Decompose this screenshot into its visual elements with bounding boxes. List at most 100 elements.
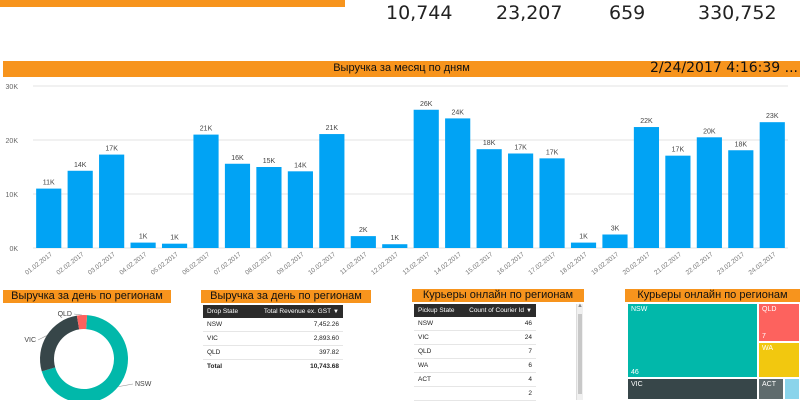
leader-line <box>118 383 134 387</box>
table-row[interactable]: VIC 2,893.60 <box>203 331 343 346</box>
couriers-treemap[interactable]: NSW 46 VIC QLD 7 WA ACT <box>627 303 800 400</box>
bar[interactable] <box>759 122 785 248</box>
bar-data-label: 21K <box>326 125 339 132</box>
x-tick-label: 14.02.2017 <box>433 251 463 277</box>
x-tick-label: 17.02.2017 <box>527 251 557 277</box>
donut-slice[interactable] <box>41 315 128 400</box>
bar[interactable] <box>665 155 691 248</box>
bar-data-label: 1K <box>139 234 148 241</box>
bar[interactable] <box>445 118 471 249</box>
x-tick-label: 19.02.2017 <box>590 251 620 277</box>
bar-data-label: 21K <box>200 126 213 133</box>
bar-data-label: 17K <box>514 145 527 152</box>
bar-data-label: 1K <box>390 235 399 242</box>
bar[interactable] <box>570 242 597 248</box>
table-row[interactable]: WA 6 <box>414 358 536 373</box>
bar[interactable] <box>319 134 345 248</box>
x-tick-label: 20.02.2017 <box>622 251 652 277</box>
leader-line <box>37 335 47 341</box>
treemap-cell-act[interactable]: ACT <box>758 378 784 400</box>
bar[interactable] <box>130 242 156 248</box>
x-tick-label: 16.02.2017 <box>496 251 526 277</box>
bar-data-label: 14K <box>74 162 87 169</box>
donut-slice-label: NSW <box>135 381 152 388</box>
couriers-table-scrollbar[interactable] <box>576 304 583 400</box>
table-cell-state: NSW <box>203 318 248 332</box>
x-tick-label: 10.02.2017 <box>307 251 337 277</box>
bar[interactable] <box>413 109 439 248</box>
treemap-cell-nsw[interactable]: NSW 46 <box>627 303 758 378</box>
treemap-cell-label: NSW <box>631 306 648 313</box>
column-header-drop-state[interactable]: Drop State <box>203 305 248 318</box>
bar[interactable] <box>350 236 376 248</box>
donut-slice[interactable] <box>76 315 88 330</box>
bar-data-label: 17K <box>546 149 559 156</box>
scrollbar-thumb[interactable] <box>578 314 582 394</box>
x-tick-label: 13.02.2017 <box>402 251 432 277</box>
total-label: Total <box>203 359 248 373</box>
bar[interactable] <box>224 163 251 248</box>
table-row[interactable]: VIC 24 <box>414 330 536 345</box>
bar[interactable] <box>728 150 754 248</box>
table-cell-state: VIC <box>414 330 462 345</box>
x-tick-label: 01.02.2017 <box>24 251 54 277</box>
sort-desc-icon[interactable]: ▼ <box>526 308 532 314</box>
y-tick-label: 20K <box>6 138 19 145</box>
bar-data-label: 1K <box>579 234 588 241</box>
treemap-cell-vic[interactable]: VIC <box>627 378 758 400</box>
bar[interactable] <box>287 171 313 248</box>
bar[interactable] <box>633 127 660 248</box>
column-header-pickup-state[interactable]: Pickup State <box>414 304 462 317</box>
table-cell-value: 46 <box>461 317 536 331</box>
y-tick-label: 30K <box>6 84 19 91</box>
table-cell-value: 2 <box>461 386 536 401</box>
table-header-row: Pickup State Count of Courier Id ▼ <box>414 304 536 317</box>
table-row[interactable]: ACT 4 <box>414 372 536 387</box>
table-cell-state: QLD <box>414 344 462 359</box>
bar[interactable] <box>508 153 534 249</box>
bar[interactable] <box>36 188 62 248</box>
column-header-courier-count[interactable]: Count of Courier Id ▼ <box>461 304 536 317</box>
table-cell-value: 24 <box>461 330 536 345</box>
bar[interactable] <box>67 170 93 248</box>
bar[interactable] <box>256 167 282 248</box>
leader-line <box>73 313 83 316</box>
pie-panel-title: Выручка за день по регионам <box>3 290 171 303</box>
column-header-total-revenue[interactable]: Total Revenue ex. GST ▼ <box>247 305 343 318</box>
bar[interactable] <box>193 134 219 248</box>
bar[interactable] <box>602 234 628 249</box>
treemap-cell-label: WA <box>762 345 774 352</box>
donut-slice-label: QLD <box>58 311 72 318</box>
bar-data-label: 15K <box>263 158 276 165</box>
bar[interactable] <box>696 137 722 248</box>
bar-data-label: 20K <box>703 128 716 135</box>
main-chart-title-bar: Выручка за месяц по дням 2/24/2017 4:16:… <box>3 60 800 77</box>
daily-revenue-bar-chart[interactable]: 0K 10K 20K 30K 11K 01.02.2017 14K 02.02.2017 17K… <box>0 77 800 285</box>
x-tick-label: 02.02.2017 <box>55 251 85 277</box>
table-row[interactable]: 2 <box>414 386 536 401</box>
bar[interactable] <box>476 149 502 248</box>
treemap-cell-wa[interactable]: WA <box>758 342 800 378</box>
sort-desc-icon[interactable]: ▼ <box>333 309 339 315</box>
x-tick-label: 03.02.2017 <box>87 251 117 277</box>
treemap-cell-label: QLD <box>762 306 777 313</box>
table-row[interactable]: QLD 7 <box>414 344 536 359</box>
bar[interactable] <box>161 243 188 248</box>
table-row[interactable]: NSW 46 <box>414 317 536 331</box>
treemap-cell-other[interactable] <box>784 378 800 400</box>
table-row[interactable]: QLD 397.82 <box>203 345 343 360</box>
bar[interactable] <box>382 244 408 248</box>
x-tick-label: 22.02.2017 <box>685 251 715 277</box>
table-cell-state <box>414 386 462 401</box>
table-row[interactable]: NSW 7,452.26 <box>203 318 343 332</box>
region-revenue-donut-chart[interactable]: NSW VIC QLD <box>0 304 200 400</box>
x-tick-label: 15.02.2017 <box>464 251 494 277</box>
main-chart-title: Выручка за месяц по дням <box>333 62 470 74</box>
donut-slice[interactable] <box>40 315 80 372</box>
x-tick-label: 05.02.2017 <box>150 251 180 277</box>
bar[interactable] <box>99 154 125 248</box>
scroll-up-arrow-icon[interactable]: ▲ <box>577 303 583 309</box>
bar[interactable] <box>539 158 565 248</box>
header-accent-bar <box>0 0 345 7</box>
treemap-cell-qld[interactable]: QLD 7 <box>758 303 800 342</box>
